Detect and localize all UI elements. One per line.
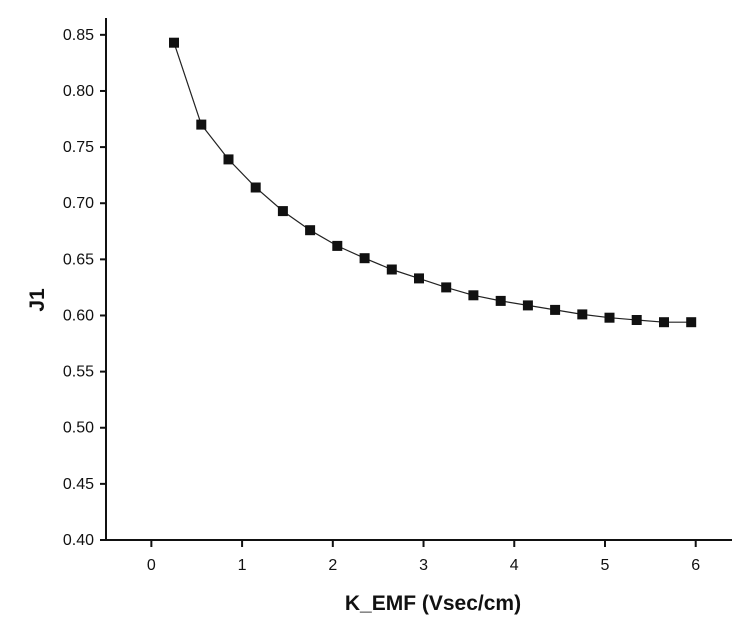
x-tick-label: 3 <box>419 557 428 574</box>
y-tick-label: 0.45 <box>63 476 94 493</box>
x-axis-title: K_EMF (Vsec/cm) <box>345 592 521 615</box>
data-point-marker <box>305 225 316 236</box>
data-point-marker <box>359 253 370 264</box>
x-tick-label: 6 <box>691 557 700 574</box>
y-tick-label: 0.50 <box>63 420 94 437</box>
data-point-marker <box>169 37 179 48</box>
data-point-marker <box>196 119 207 130</box>
data-point-marker <box>604 312 615 323</box>
y-tick-label: 0.75 <box>63 139 94 156</box>
y-axis-title: J1 <box>26 288 49 312</box>
y-tick-label: 0.55 <box>63 364 94 381</box>
series-line <box>173 42 692 323</box>
x-tick-label: 1 <box>238 557 247 574</box>
data-point-marker <box>686 317 697 328</box>
data-point-marker <box>522 300 533 311</box>
data-point-marker <box>550 304 561 315</box>
y-tick-label: 0.85 <box>63 27 94 44</box>
y-tick-label: 0.70 <box>63 195 94 212</box>
data-point-marker <box>577 309 588 320</box>
x-tick-label: 4 <box>510 557 519 574</box>
x-tick-label: 0 <box>147 557 156 574</box>
data-point-marker <box>468 290 479 301</box>
data-point-marker <box>223 154 234 165</box>
x-tick-label: 5 <box>601 557 610 574</box>
plot-area <box>169 37 697 328</box>
x-tick-label: 2 <box>328 557 337 574</box>
data-point-marker <box>277 206 288 217</box>
y-tick-label: 0.60 <box>63 307 94 324</box>
data-point-marker <box>495 295 506 306</box>
y-tick-label: 0.40 <box>63 532 94 549</box>
y-ticks: 0.40 0.45 0.50 0.55 0.60 0.65 0.70 0.75 0.80 0.85 <box>63 27 106 549</box>
data-point-marker <box>250 182 261 193</box>
data-point-marker <box>631 315 642 325</box>
axes <box>105 18 732 541</box>
x-ticks: 0 1 2 3 4 5 6 <box>147 540 700 574</box>
data-point-marker <box>441 282 452 293</box>
data-point-marker <box>414 273 424 284</box>
y-tick-label: 0.65 <box>63 251 94 268</box>
y-tick-label: 0.80 <box>63 83 94 100</box>
data-point-marker <box>332 240 343 251</box>
data-point-marker <box>659 317 669 328</box>
data-point-marker <box>386 264 397 275</box>
